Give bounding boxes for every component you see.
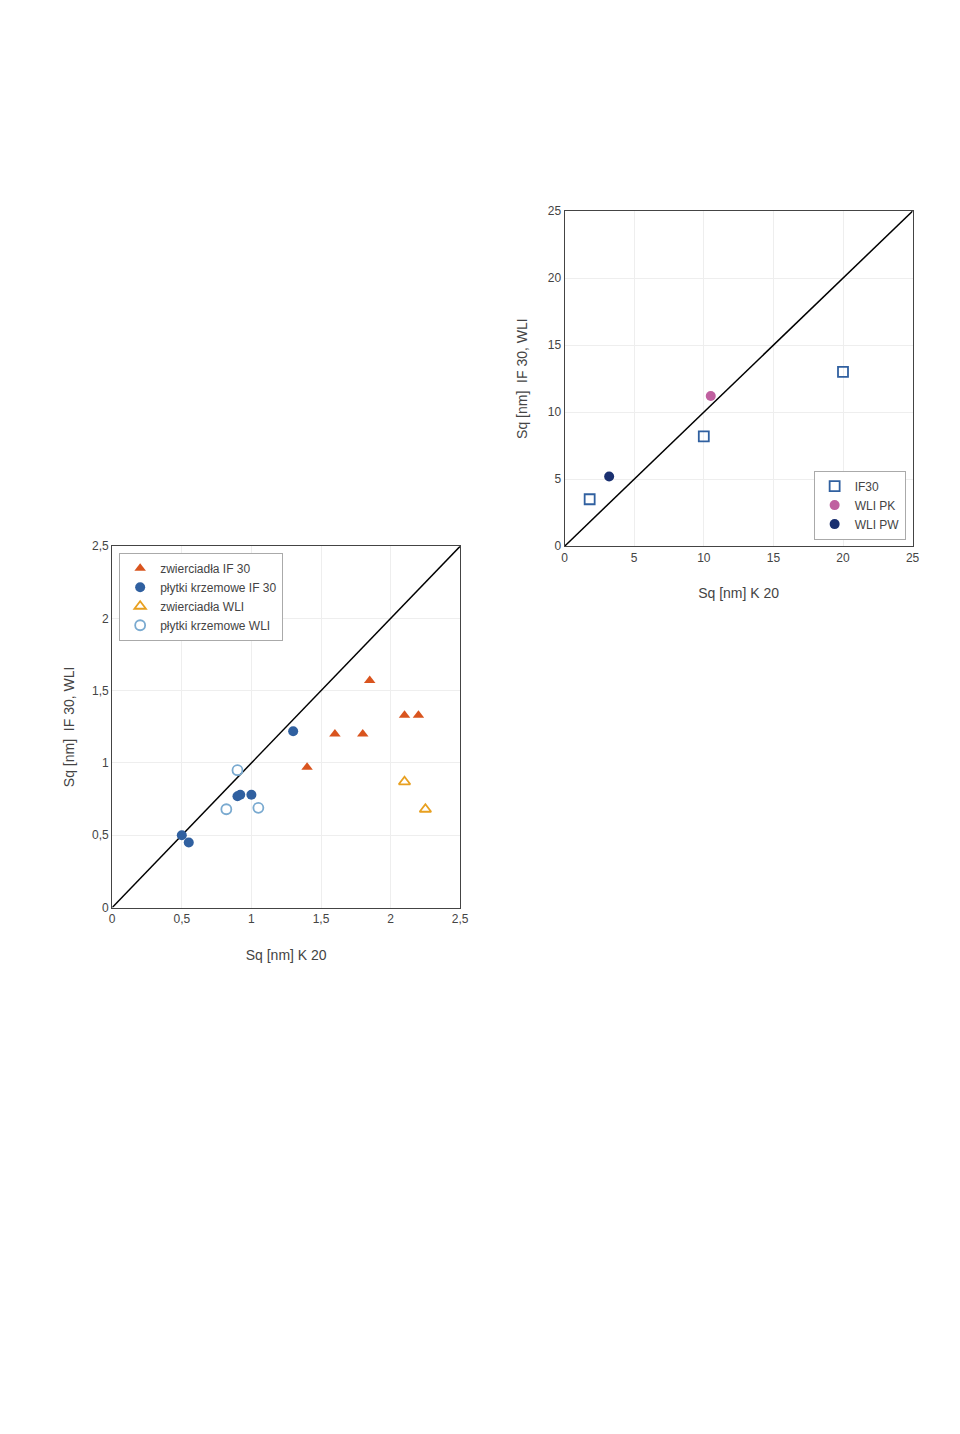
svg-text:1: 1: [248, 912, 255, 926]
svg-text:WLI PK: WLI PK: [855, 499, 896, 513]
svg-text:WLI PW: WLI PW: [855, 518, 900, 532]
svg-text:15: 15: [767, 551, 781, 565]
svg-text:IF30: IF30: [855, 480, 879, 494]
svg-text:2: 2: [387, 912, 394, 926]
svg-text:2,5: 2,5: [452, 912, 469, 926]
svg-text:1: 1: [102, 756, 109, 770]
svg-text:25: 25: [548, 204, 562, 218]
svg-text:20: 20: [836, 551, 850, 565]
svg-text:5: 5: [631, 551, 638, 565]
svg-text:zwierciadła IF 30: zwierciadła IF 30: [160, 562, 250, 576]
svg-text:Sq [nm] K 20: Sq [nm] K 20: [698, 585, 779, 601]
svg-text:0,5: 0,5: [92, 828, 109, 842]
svg-text:płytki krzemowe IF 30: płytki krzemowe IF 30: [160, 581, 276, 595]
svg-text:płytki krzemowe WLI: płytki krzemowe WLI: [160, 619, 270, 633]
svg-text:zwierciadła WLI: zwierciadła WLI: [160, 600, 244, 614]
svg-text:15: 15: [548, 338, 562, 352]
svg-text:20: 20: [548, 271, 562, 285]
svg-text:0: 0: [109, 912, 116, 926]
svg-text:5: 5: [555, 472, 562, 486]
svg-text:Sq [nm] IF 30, WLI: Sq [nm] IF 30, WLI: [61, 667, 77, 788]
svg-text:2,5: 2,5: [92, 539, 109, 553]
svg-text:25: 25: [906, 551, 920, 565]
svg-text:1,5: 1,5: [313, 912, 330, 926]
svg-text:0: 0: [102, 901, 109, 915]
svg-text:1,5: 1,5: [92, 684, 109, 698]
svg-text:10: 10: [697, 551, 711, 565]
svg-text:0: 0: [561, 551, 568, 565]
svg-text:10: 10: [548, 405, 562, 419]
svg-text:0,5: 0,5: [173, 912, 190, 926]
svg-text:2: 2: [102, 612, 109, 626]
svg-text:Sq [nm] IF 30, WLI: Sq [nm] IF 30, WLI: [514, 318, 530, 439]
svg-text:0: 0: [555, 539, 562, 553]
svg-text:Sq [nm] K 20: Sq [nm] K 20: [246, 947, 327, 963]
